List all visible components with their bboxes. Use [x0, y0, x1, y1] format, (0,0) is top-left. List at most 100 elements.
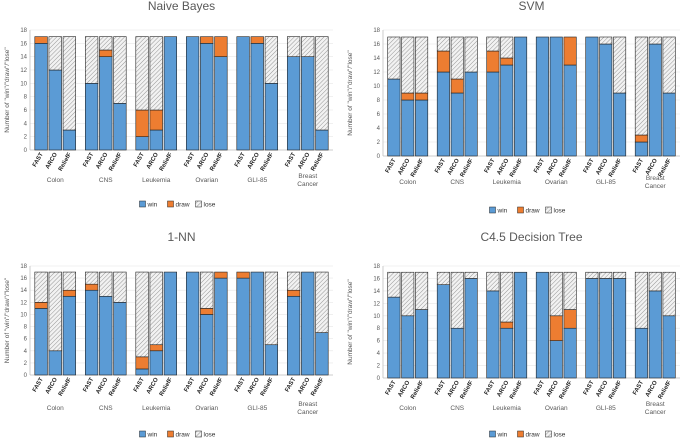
y-tick-label: 12 [373, 70, 380, 76]
bar-segment-win [286, 56, 301, 151]
bar-segment-win [135, 368, 149, 376]
bar-segment-win [301, 271, 315, 376]
legend: win draw lose [139, 200, 216, 209]
bar-segment-draw [200, 36, 214, 44]
method-label: FAST [385, 158, 398, 175]
bar-segment-lose [84, 36, 99, 84]
legend-label-win: win [147, 202, 158, 209]
bar-segment-lose [62, 36, 77, 131]
bar-segment-win [401, 315, 415, 379]
y-tick-label: 16 [373, 42, 380, 48]
bar-segment-win [62, 295, 77, 376]
bar-segment-lose [401, 36, 415, 94]
y-tick-label: 12 [20, 300, 27, 306]
bar-segment-lose [464, 271, 478, 279]
method-label: FAST [385, 380, 398, 397]
bar-segment-win [301, 56, 315, 151]
y-tick-label: 10 [373, 84, 380, 90]
bar-segment-lose [315, 36, 329, 131]
method-label: ARCO [595, 158, 609, 177]
method-label: FAST [82, 152, 95, 169]
bar-segment-win [415, 309, 429, 379]
group-label: Breast Cancer [645, 175, 667, 190]
method-label: ReliefF [260, 152, 275, 173]
bar-segment-win [84, 83, 99, 151]
method-label: ReliefF [559, 380, 574, 401]
bar-segment-win [264, 344, 279, 376]
method-label: FAST [533, 158, 546, 175]
bar-segment-win [634, 327, 648, 379]
bar-segment-draw [500, 57, 514, 66]
legend-swatch-draw [167, 430, 174, 438]
legend: win draw lose [489, 430, 566, 439]
bar-segment-lose [450, 271, 464, 329]
method-label: ARCO [95, 152, 109, 171]
bar-segment-draw [436, 50, 450, 73]
bar-segment-win [62, 129, 77, 151]
y-tick-label: 14 [373, 289, 380, 295]
y-tick-label: 2 [24, 361, 28, 367]
method-label: ReliefF [658, 380, 673, 401]
y-tick-label: 14 [20, 288, 27, 294]
chart-title: 1-NN [167, 230, 195, 244]
bar-segment-lose [648, 36, 662, 45]
bar-segment-win [264, 83, 279, 151]
y-tick-label: 0 [377, 154, 381, 160]
y-tick-label: 2 [377, 140, 381, 146]
group-label: CNS [450, 405, 464, 412]
group-label: GLI-85 [247, 405, 267, 412]
bar-segment-win [514, 271, 528, 379]
method-label: ARCO [447, 380, 461, 399]
group-label: CNS [99, 177, 113, 184]
legend-label-lose: lose [554, 208, 566, 215]
bar-segment-win [563, 64, 577, 157]
bar-segment-draw [149, 344, 163, 352]
bar-segment-lose [387, 36, 401, 80]
bar-segment-win [250, 43, 264, 151]
method-label: ReliefF [58, 377, 73, 398]
bar-segment-lose [415, 36, 429, 94]
bar-segment-lose [62, 271, 77, 291]
bar-segment-lose [264, 271, 279, 346]
bar-segment-win [200, 314, 214, 376]
bar-segment-lose [149, 271, 163, 346]
legend-label-win: win [497, 432, 508, 439]
bar-segment-win [200, 43, 214, 151]
method-label: FAST [533, 380, 546, 397]
bar-segment-win [613, 92, 627, 157]
y-tick-label: 0 [24, 148, 28, 154]
method-label: ReliefF [209, 152, 224, 173]
legend-swatch-draw [167, 200, 174, 208]
bar-segment-lose [436, 271, 450, 285]
method-label: ARCO [397, 158, 411, 177]
bar-segment-draw [200, 308, 214, 315]
group-label: Leukemia [493, 179, 522, 186]
method-label: ARCO [45, 377, 59, 396]
bar-segment-lose [401, 271, 415, 317]
y-axis-label: Number of "win"/"draw"/"lose" [347, 50, 354, 136]
method-label: FAST [434, 158, 447, 175]
group-label: Colon [47, 177, 64, 184]
group-label: Colon [47, 405, 64, 412]
legend-label-win: win [497, 208, 508, 215]
method-label: ReliefF [608, 380, 623, 401]
bar-segment-draw [214, 271, 228, 279]
bar-segment-win [113, 103, 127, 151]
method-label: FAST [632, 158, 645, 175]
legend-swatch-draw [517, 206, 524, 214]
method-label: FAST [32, 377, 45, 394]
bar-segment-win [250, 271, 264, 376]
bar-segment-win [48, 350, 62, 376]
bar-segment-lose [549, 271, 563, 317]
method-label: ARCO [146, 152, 160, 171]
bar-segment-lose [500, 271, 514, 323]
method-label: FAST [284, 152, 297, 169]
y-tick-label: 4 [24, 349, 28, 355]
bar-segment-win [214, 56, 228, 151]
legend-label-draw: draw [176, 202, 190, 209]
bar-segment-draw [286, 289, 301, 297]
method-label: FAST [484, 158, 497, 175]
bar-segment-win [236, 277, 250, 376]
bar-segment-win [613, 278, 627, 379]
y-axis-label: Number of "win"/"draw"/"lose" [347, 279, 354, 365]
